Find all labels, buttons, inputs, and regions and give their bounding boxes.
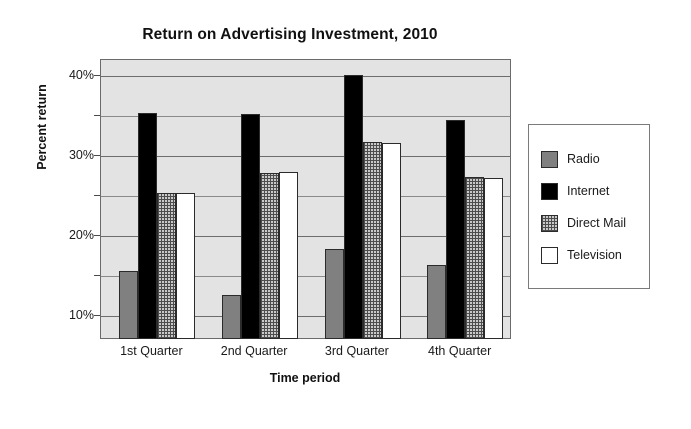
chart-title: Return on Advertising Investment, 2010 [142,26,438,43]
x-tick-label-1: 1st Quarter [120,344,183,358]
y-tick-mark-40 [94,75,100,76]
y-tick-mark-15 [94,275,100,276]
y-axis-tick-labels: 40% 30% 20% 10% [40,59,100,339]
bar-group-bars [203,59,325,339]
legend-swatch-icon-radio [541,150,558,168]
bar-television-3 [381,143,401,339]
y-tick-label-40: 40% [68,68,94,82]
gridline-25 [101,196,510,197]
gridline-40 [101,76,510,77]
legend-swatch-icon-internet [541,182,558,200]
y-tick-label-10: 10% [68,308,94,322]
bar-internet-1 [138,112,157,339]
x-tick-label-4: 4th Quarter [428,344,492,358]
gridline-30 [101,156,510,157]
bar-directmail-3 [362,142,382,339]
gridline-20 [101,236,510,237]
legend-swatch-icon-directmail [541,214,558,232]
bar-radio-2 [221,295,241,339]
legend-label: Direct Mail [567,216,627,230]
legend-item-radio[interactable]: Radio [541,143,649,175]
bar-television-1 [176,192,195,339]
y-tick-mark-20 [94,235,100,236]
gridline-10 [101,316,510,317]
bar-group [408,59,511,339]
y-tick-label-20: 20% [68,228,94,242]
legend-label: Radio [567,152,600,166]
bar-group-bars [408,59,530,339]
y-tick-label-30: 30% [68,148,94,162]
y-tick-mark-25 [94,195,100,196]
bar-directmail-1 [157,192,176,339]
bar-group [203,59,306,339]
bar-group [100,59,203,339]
legend-label: Internet [567,184,610,198]
legend-item-television[interactable]: Television [541,239,649,271]
bar-group-bars [100,59,222,339]
y-tick-mark-30 [94,155,100,156]
bar-groups [100,59,511,339]
legend-item-internet[interactable]: Internet [541,175,649,207]
y-tick-mark-10 [94,315,100,316]
gridline-15 [101,276,510,277]
gridline-35 [101,116,510,117]
bar-radio-3 [324,248,344,339]
bar-radio-4 [427,265,447,339]
legend-item-directmail[interactable]: Direct Mail [541,207,649,239]
legend-swatch-icon-television [541,246,558,264]
x-axis-tick-labels: 1st Quarter 2nd Quarter 3rd Quarter 4th Qua… [100,344,511,366]
legend-label: Television [567,248,622,262]
y-tick-mark-35 [94,115,100,116]
bar-internet-2 [240,114,260,339]
bar-group [306,59,409,339]
bar-directmail-4 [465,177,485,339]
bar-television-2 [278,171,298,339]
x-tick-label-2: 2nd Quarter [220,344,288,358]
bar-directmail-2 [259,172,279,339]
x-axis-title: Time period [269,371,341,385]
bar-internet-4 [446,119,466,339]
bar-radio-1 [119,271,138,339]
bar-television-4 [484,178,504,339]
bar-group-bars [306,59,428,339]
x-tick-label-3: 3rd Quarter [324,344,389,358]
legend: Radio Internet Direct Mail Television [528,124,650,289]
bar-internet-3 [343,75,363,339]
